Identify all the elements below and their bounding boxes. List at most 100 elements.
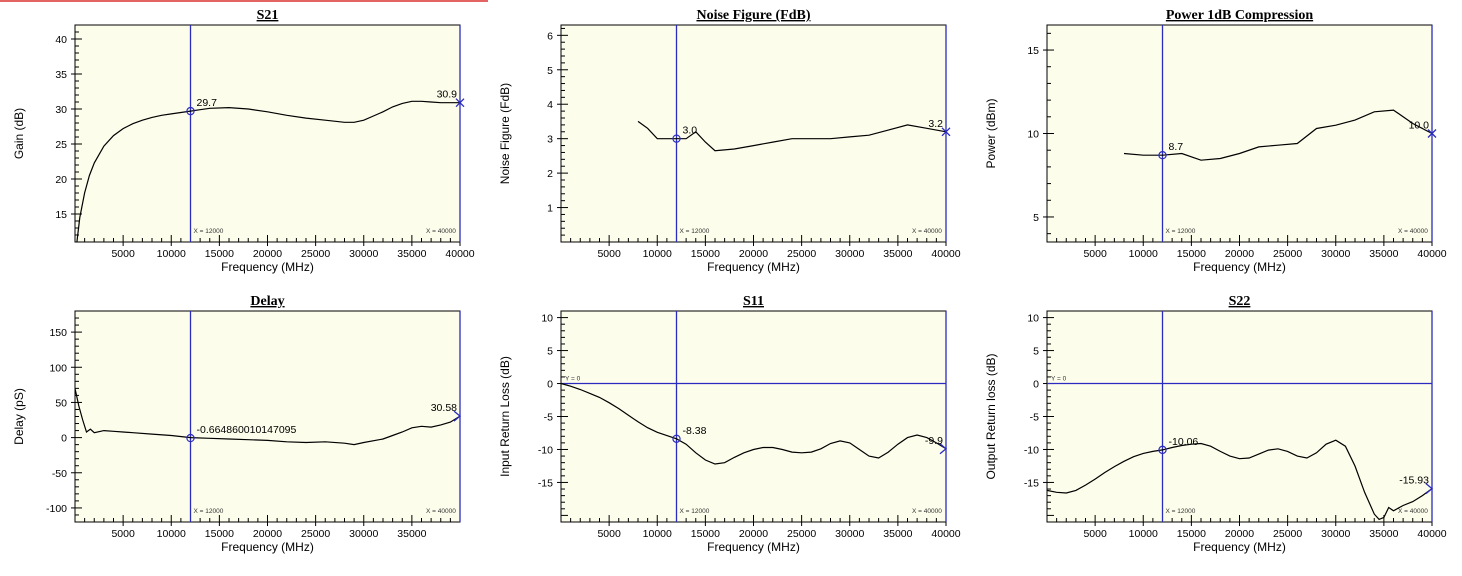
chart-3: Power 1dB Compression 5000 10000 15000 20000… xyxy=(984,8,1447,274)
chart-title: Delay xyxy=(250,294,284,309)
x-tick-label: 5000 xyxy=(111,248,135,260)
y-tick-label: -50 xyxy=(52,468,67,480)
x-tick-label: 15000 xyxy=(691,248,720,260)
plot-area xyxy=(560,24,947,243)
plot-area xyxy=(1046,310,1433,523)
x-tick-label: 5000 xyxy=(1083,528,1107,540)
x-tick-label: 35000 xyxy=(1369,248,1398,260)
x-tick-label: 10000 xyxy=(157,248,186,260)
y-axis-label: Power (dBm) xyxy=(984,98,998,168)
y-tick-label: 100 xyxy=(49,362,67,374)
marker-point xyxy=(453,410,462,422)
marker-tag: X = 12000 xyxy=(680,508,710,515)
y-tick-label: 5 xyxy=(1033,346,1039,358)
chart-4: Delay 5000 10000 15000 20000 25000 30000 35000 -… xyxy=(12,294,462,554)
marker-tag: X = 12000 xyxy=(680,228,710,235)
x-tick-label: 15000 xyxy=(205,528,234,540)
marker-point xyxy=(1425,483,1434,495)
x-tick-label: 40000 xyxy=(931,248,960,260)
y-tick-label: 25 xyxy=(55,139,67,151)
marker-point xyxy=(939,443,948,455)
y-tick-label: -15 xyxy=(538,477,553,489)
x-axis-label: Frequency (MHz) xyxy=(1193,540,1286,554)
x-tick-label: 25000 xyxy=(787,248,816,260)
marker-value-label: -9.9 xyxy=(925,435,943,447)
y-tick-label: 4 xyxy=(547,99,553,111)
x-tick-label: 40000 xyxy=(1417,528,1446,540)
y-tick-label: 2 xyxy=(547,168,553,180)
marker-point xyxy=(186,433,195,443)
x-tick-label: 35000 xyxy=(883,248,912,260)
x-tick-label: 5000 xyxy=(597,528,621,540)
y-tick-label: 20 xyxy=(55,174,67,186)
y-tick-label: 150 xyxy=(49,327,67,339)
x-tick-label: 25000 xyxy=(787,528,816,540)
data-series-line xyxy=(637,120,947,152)
marker-value-label: 8.7 xyxy=(1169,141,1184,153)
x-tick-label: 40000 xyxy=(1417,248,1446,260)
reference-line-tag: Y = 0 xyxy=(565,376,581,383)
plot-area xyxy=(74,24,461,243)
y-tick-label: -5 xyxy=(544,412,553,424)
chart-title: S11 xyxy=(743,294,764,309)
x-tick-label: 20000 xyxy=(739,248,768,260)
x-tick-label: 10000 xyxy=(643,248,672,260)
x-tick-label: 20000 xyxy=(1225,248,1254,260)
x-tick-label: 20000 xyxy=(1225,528,1254,540)
chart-2: Noise Figure (FdB) 5000 10000 15000 20000 250… xyxy=(498,8,961,274)
y-tick-label: -15 xyxy=(1024,477,1039,489)
marker-value-label: 30.58 xyxy=(431,402,457,414)
x-axis-label: Frequency (MHz) xyxy=(221,260,314,274)
x-tick-label: 10000 xyxy=(1129,528,1158,540)
marker-value-label: 3.2 xyxy=(928,118,943,130)
y-tick-label: 5 xyxy=(547,65,553,77)
chart-6: S22 5000 10000 15000 20000 25000 30000 35000 400… xyxy=(984,294,1447,554)
data-series-line xyxy=(1123,109,1433,161)
marker-value-label: 30.9 xyxy=(437,89,458,101)
marker-tag: X = 12000 xyxy=(1166,508,1196,515)
marker-tag: X = 40000 xyxy=(426,228,456,235)
x-tick-label: 30000 xyxy=(349,248,378,260)
marker-value-label: -10.06 xyxy=(1169,436,1199,448)
marker-tag: X = 40000 xyxy=(426,508,456,515)
marker-point xyxy=(672,134,681,143)
marker-value-label: -15.93 xyxy=(1399,475,1429,487)
x-tick-label: 30000 xyxy=(1321,528,1350,540)
marker-point xyxy=(186,106,195,116)
x-tick-label: 5000 xyxy=(597,248,621,260)
x-tick-label: 35000 xyxy=(397,528,426,540)
marker-tag: X = 12000 xyxy=(1166,228,1196,235)
y-axis-label: Input Return Loss (dB) xyxy=(498,356,512,477)
y-tick-label: 10 xyxy=(1027,313,1039,325)
chart-title: Noise Figure (FdB) xyxy=(696,8,810,23)
chart-title: S21 xyxy=(257,8,279,23)
y-tick-label: 40 xyxy=(55,34,67,46)
x-tick-label: 15000 xyxy=(205,248,234,260)
y-axis-label: Delay (pS) xyxy=(12,388,26,445)
y-tick-label: -5 xyxy=(1030,412,1039,424)
marker-point xyxy=(455,98,465,108)
marker-tag: X = 40000 xyxy=(912,228,942,235)
x-tick-label: 25000 xyxy=(1273,248,1302,260)
marker-value-label: -0.664860010147095 xyxy=(197,424,297,436)
x-tick-label: 10000 xyxy=(1129,248,1158,260)
data-series-line xyxy=(74,388,461,446)
y-axis-label: Output Return loss (dB) xyxy=(984,353,998,479)
y-tick-label: 5 xyxy=(547,346,553,358)
x-tick-label: 10000 xyxy=(157,528,186,540)
chart-1: S21 5000 10000 15000 20000 25000 30000 35000 400… xyxy=(12,8,475,274)
marker-point xyxy=(941,127,951,137)
y-tick-label: 6 xyxy=(547,30,553,42)
plot-area xyxy=(1046,24,1433,243)
x-tick-label: 30000 xyxy=(1321,248,1350,260)
y-tick-label: 50 xyxy=(55,397,67,409)
y-axis-label: Gain (dB) xyxy=(12,108,26,159)
x-tick-label: 25000 xyxy=(1273,528,1302,540)
x-tick-label: 15000 xyxy=(1177,248,1206,260)
marker-value-label: 10.0 xyxy=(1409,120,1430,132)
chart-title: Power 1dB Compression xyxy=(1166,8,1313,23)
x-tick-label: 25000 xyxy=(301,248,330,260)
x-tick-label: 30000 xyxy=(349,528,378,540)
y-tick-label: -100 xyxy=(46,503,67,515)
